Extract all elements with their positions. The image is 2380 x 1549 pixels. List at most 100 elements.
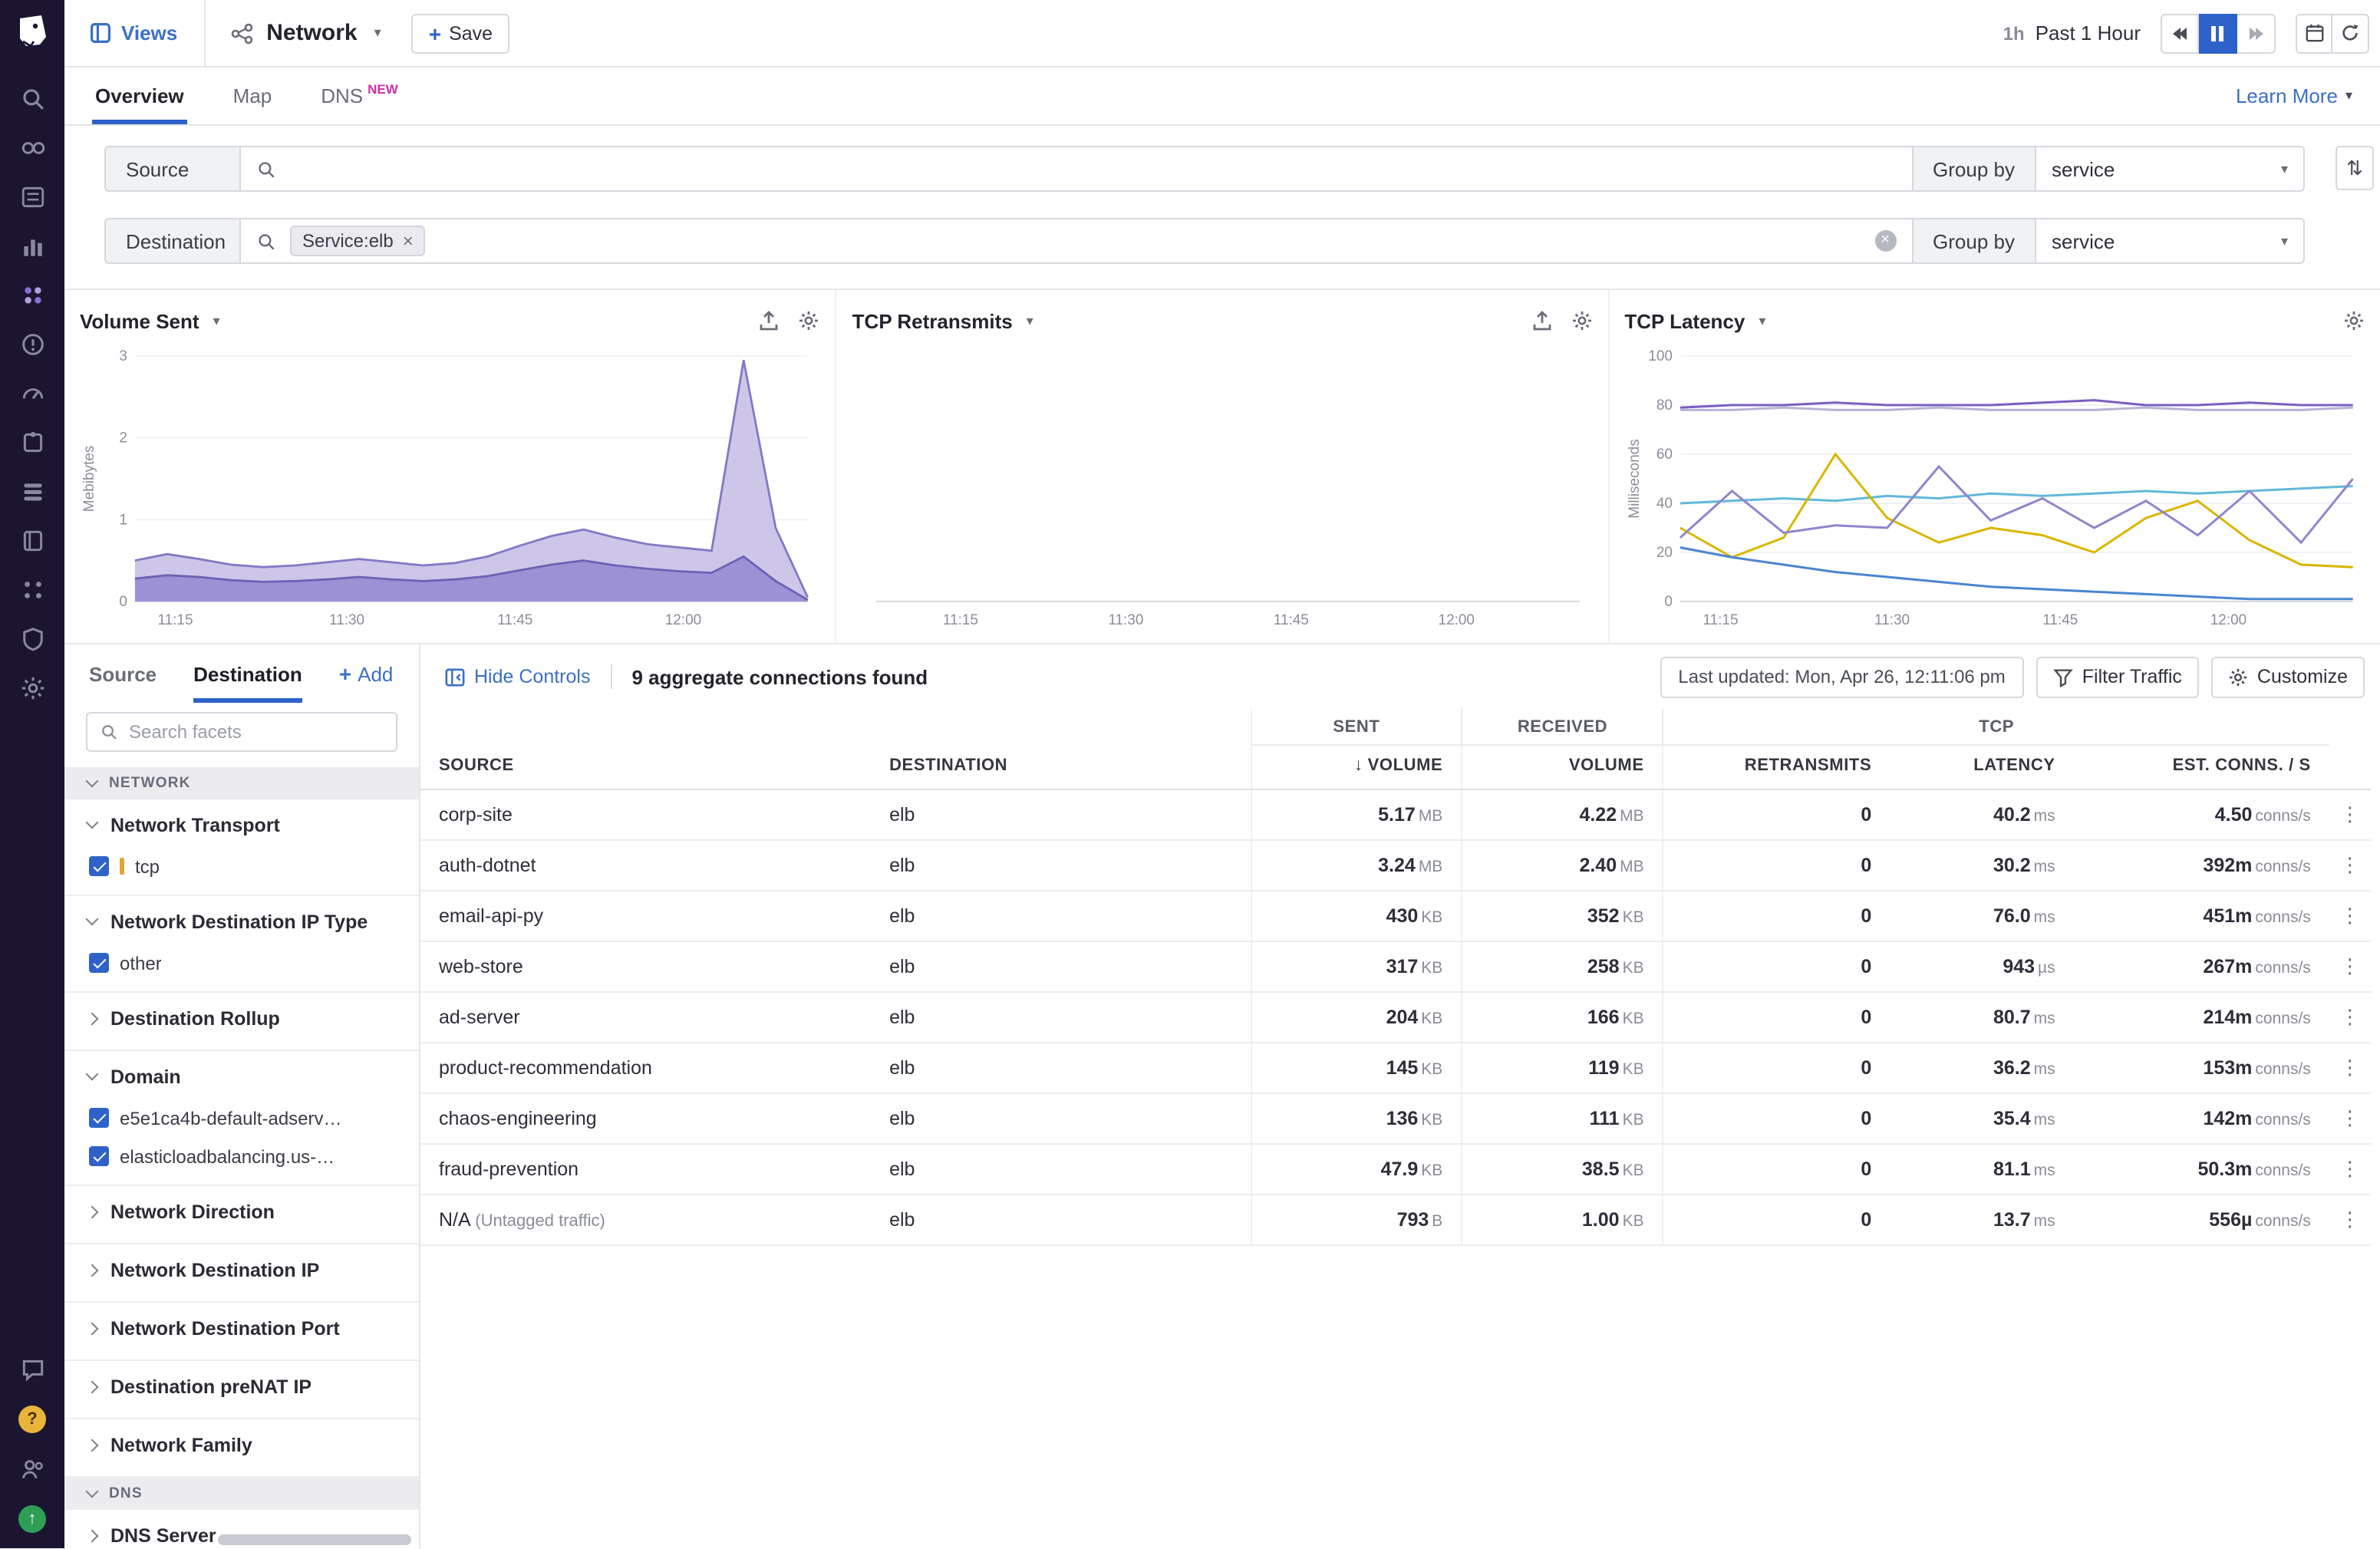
- chevron-down-icon[interactable]: ▾: [1026, 312, 1033, 328]
- cell-source[interactable]: email-api-py: [420, 891, 872, 942]
- facet-group-toggle[interactable]: Network Destination Port: [64, 1306, 419, 1350]
- filter-traffic-button[interactable]: Filter Traffic: [2036, 656, 2199, 697]
- facet-section-network[interactable]: NETWORK: [64, 767, 419, 799]
- gear-icon[interactable]: [2343, 310, 2365, 331]
- cell-source[interactable]: fraud-prevention: [420, 1144, 872, 1195]
- clear-filter-icon[interactable]: ×: [1874, 230, 1897, 252]
- source-search-input[interactable]: [290, 157, 1897, 180]
- table-row-ad-server[interactable]: ad-server elb 204 KB 166 KB 0 80.7 ms 214m conns/s…: [420, 992, 2371, 1043]
- cell-destination[interactable]: elb: [871, 1144, 1251, 1195]
- cell-source[interactable]: chaos-engineering: [420, 1093, 872, 1145]
- col-volume-received[interactable]: VOLUME: [1461, 745, 1663, 790]
- col-volume-sent[interactable]: ↓ VOLUME: [1250, 745, 1462, 790]
- row-menu-button[interactable]: ⋮: [2339, 803, 2360, 826]
- facet-group-toggle[interactable]: Network Transport: [64, 803, 419, 847]
- monitors-icon[interactable]: [19, 331, 45, 358]
- table-row-chaos-engineering[interactable]: chaos-engineering elb 136 KB 111 KB 0 35.4 ms 142…: [420, 1093, 2371, 1145]
- col-destination[interactable]: DESTINATION: [871, 745, 1251, 790]
- cell-destination[interactable]: elb: [871, 1195, 1251, 1246]
- checkbox[interactable]: [89, 1146, 109, 1166]
- facet-group-toggle[interactable]: Destination Rollup: [64, 996, 419, 1040]
- service-catalog-icon[interactable]: [19, 577, 45, 603]
- rewind-button[interactable]: [2161, 13, 2199, 53]
- cell-source[interactable]: web-store: [420, 941, 872, 993]
- tab-dns[interactable]: DNS NEW: [321, 81, 398, 107]
- upgrade-icon[interactable]: ↑: [18, 1505, 46, 1533]
- views-button[interactable]: Views: [64, 0, 206, 66]
- facet-item-e5e1ca4b-default-adserv[interactable]: e5e1ca4b-default-adserv…: [64, 1099, 419, 1137]
- facet-scrollbar[interactable]: [218, 1534, 411, 1545]
- row-menu-button[interactable]: ⋮: [2339, 1157, 2360, 1180]
- cell-destination[interactable]: elb: [871, 789, 1251, 841]
- chart-plot-volume-sent[interactable]: 0 1 2 3 11:15 11:30 11:45 12:00 Mebibytes: [80, 341, 820, 632]
- swap-source-destination-button[interactable]: ⇅: [2335, 146, 2374, 190]
- cell-source[interactable]: corp-site: [420, 789, 872, 841]
- row-menu-button[interactable]: ⋮: [2339, 853, 2360, 876]
- facet-group-toggle[interactable]: Network Family: [64, 1422, 419, 1467]
- col-est-conns[interactable]: EST. CONNS. / S: [2073, 745, 2329, 790]
- support-chat-icon[interactable]: [19, 1356, 45, 1383]
- cell-destination[interactable]: elb: [871, 992, 1251, 1043]
- table-row-n-a[interactable]: N/A (Untagged traffic) elb 793 B 1.00 KB 0 13.7…: [420, 1195, 2371, 1246]
- cell-destination[interactable]: elb: [871, 941, 1251, 993]
- chart-plot-tcp-retransmits[interactable]: 11:15 11:30 11:45 12:00: [852, 341, 1593, 632]
- customize-button[interactable]: Customize: [2210, 656, 2365, 697]
- chevron-down-icon[interactable]: ▾: [213, 312, 220, 328]
- time-range-selector[interactable]: 1h Past 1 Hour: [2003, 21, 2141, 44]
- table-row-web-store[interactable]: web-store elb 317 KB 258 KB 0 943 µs 267m conns/s ⋮: [420, 941, 2371, 993]
- infrastructure-icon[interactable]: [19, 135, 45, 161]
- table-row-email-api-py[interactable]: email-api-py elb 430 KB 352 KB 0 76.0 ms 451m conn…: [420, 891, 2371, 942]
- calendar-button[interactable]: [2296, 13, 2332, 53]
- facet-tab-destination[interactable]: Destination: [193, 644, 302, 703]
- facet-search-box[interactable]: [86, 712, 397, 752]
- facet-group-toggle[interactable]: Destination preNAT IP: [64, 1364, 419, 1409]
- refresh-button[interactable]: [2332, 13, 2369, 53]
- pause-button[interactable]: [2199, 13, 2237, 53]
- integrations-icon[interactable]: [19, 430, 45, 456]
- source-search-box[interactable]: [239, 146, 1914, 192]
- learn-more-button[interactable]: Learn More ▾: [2236, 68, 2352, 124]
- facet-item-elasticloadbalancing-us[interactable]: elasticloadbalancing.us-…: [64, 1137, 419, 1175]
- row-menu-button[interactable]: ⋮: [2339, 1208, 2360, 1231]
- help-icon[interactable]: ?: [18, 1406, 46, 1433]
- table-row-product-recommendation[interactable]: product-recommendation elb 145 KB 119 KB 0 36.2…: [420, 1043, 2371, 1094]
- tab-overview[interactable]: Overview: [92, 68, 187, 124]
- cell-source[interactable]: ad-server: [420, 992, 872, 1043]
- facet-group-toggle[interactable]: DNS Server: [64, 1513, 419, 1548]
- cell-destination[interactable]: elb: [871, 1093, 1251, 1145]
- apm-icon[interactable]: [19, 381, 45, 407]
- destination-groupby-select[interactable]: service ▾: [2035, 218, 2305, 264]
- checkbox[interactable]: [89, 953, 109, 973]
- chart-title[interactable]: TCP Latency: [1624, 309, 1745, 332]
- facet-item-other[interactable]: other: [64, 944, 419, 982]
- chip-close-icon[interactable]: ×: [402, 230, 414, 252]
- facet-group-toggle[interactable]: Network Destination IP Type: [64, 899, 419, 944]
- chart-title[interactable]: TCP Retransmits: [852, 309, 1013, 332]
- facet-group-toggle[interactable]: Network Destination IP: [64, 1247, 419, 1292]
- chevron-down-icon[interactable]: ▾: [1759, 312, 1766, 328]
- checkbox[interactable]: [89, 1108, 109, 1128]
- row-menu-button[interactable]: ⋮: [2339, 1005, 2360, 1028]
- facet-group-toggle[interactable]: Network Direction: [64, 1189, 419, 1234]
- table-row-fraud-prevention[interactable]: fraud-prevention elb 47.9 KB 38.5 KB 0 81.1 ms 50…: [420, 1144, 2371, 1195]
- export-icon[interactable]: [1531, 310, 1552, 331]
- col-retransmits[interactable]: RETRANSMITS: [1662, 745, 1890, 790]
- fast-forward-button[interactable]: [2237, 13, 2276, 53]
- watchdog-icon[interactable]: [19, 282, 45, 308]
- destination-search-box[interactable]: Service:elb × ×: [239, 218, 1914, 264]
- cell-destination[interactable]: elb: [871, 840, 1251, 891]
- chevron-down-icon[interactable]: ▾: [374, 25, 381, 40]
- users-icon[interactable]: [19, 1456, 45, 1482]
- security-icon[interactable]: [19, 626, 45, 652]
- cell-source[interactable]: product-recommendation: [420, 1043, 872, 1094]
- chart-title[interactable]: Volume Sent: [80, 309, 199, 332]
- pipelines-icon[interactable]: [19, 479, 45, 505]
- cell-destination[interactable]: elb: [871, 1043, 1251, 1094]
- gear-icon[interactable]: [799, 310, 820, 331]
- hide-controls-button[interactable]: Hide Controls: [445, 666, 590, 687]
- row-menu-button[interactable]: ⋮: [2339, 1056, 2360, 1079]
- checkbox[interactable]: [89, 856, 109, 876]
- col-source[interactable]: SOURCE: [420, 745, 872, 790]
- save-button[interactable]: + Save: [411, 13, 510, 53]
- facet-tab-source[interactable]: Source: [89, 662, 157, 685]
